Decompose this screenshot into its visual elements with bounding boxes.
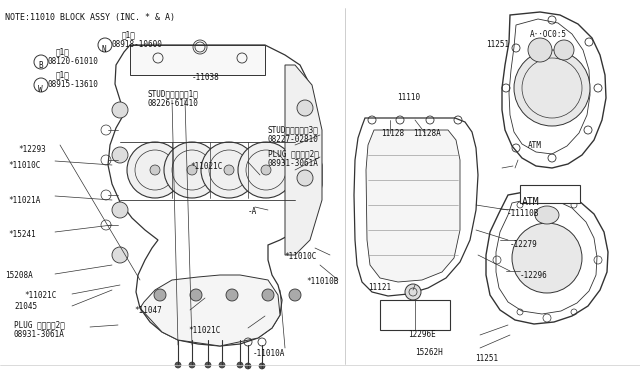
Circle shape [112,202,128,218]
Text: -12279: -12279 [510,240,538,249]
Text: PLUG プラグ（2）: PLUG プラグ（2） [14,320,65,329]
Text: B: B [38,61,43,71]
Text: 08918-10600: 08918-10600 [112,40,163,49]
Circle shape [189,362,195,368]
Text: 08120-61010: 08120-61010 [48,57,99,66]
Circle shape [261,165,271,175]
Text: 21045: 21045 [14,302,37,311]
Text: STUDスタッド（3）: STUDスタッド（3） [268,125,319,134]
Text: *15241: *15241 [8,230,36,239]
Text: ATM: ATM [528,141,542,150]
Polygon shape [140,275,280,346]
Text: -A: -A [248,207,257,216]
Text: *11021A: *11021A [8,196,40,205]
Circle shape [127,142,183,198]
Text: 11110: 11110 [397,93,420,102]
Text: W: W [38,84,43,93]
Text: *11010C: *11010C [8,161,40,170]
Circle shape [514,50,590,126]
Circle shape [512,223,582,293]
Text: （1）: （1） [56,70,70,79]
Circle shape [205,362,211,368]
Circle shape [219,362,225,368]
Text: *11021C: *11021C [190,162,222,171]
Circle shape [112,102,128,118]
Text: （1）: （1） [122,30,136,39]
Circle shape [297,100,313,116]
Text: -12296: -12296 [520,271,548,280]
Text: *12293: *12293 [18,145,45,154]
Circle shape [528,38,552,62]
Text: 15262H: 15262H [415,348,443,357]
Text: 08931-3061A: 08931-3061A [14,330,65,339]
Polygon shape [366,130,460,282]
Circle shape [262,289,274,301]
Circle shape [554,40,574,60]
Circle shape [150,165,160,175]
Text: -11010A: -11010A [253,349,285,358]
Circle shape [175,362,181,368]
Text: -11038: -11038 [192,73,220,82]
Text: -11110B: -11110B [507,209,540,218]
Polygon shape [130,45,265,75]
Text: 08931-3061A: 08931-3061A [268,159,319,168]
Circle shape [164,142,220,198]
Circle shape [187,165,197,175]
Circle shape [237,362,243,368]
Text: ATM: ATM [522,197,540,207]
Circle shape [201,142,257,198]
Circle shape [112,147,128,163]
Circle shape [259,363,265,369]
Circle shape [224,165,234,175]
Text: A··OC0:5: A··OC0:5 [530,30,567,39]
Text: N: N [102,45,107,54]
Text: *11010C: *11010C [284,252,316,261]
Text: （1）: （1） [56,47,70,56]
Circle shape [405,284,421,300]
Circle shape [112,247,128,263]
Text: 15208A: 15208A [5,271,33,280]
Text: 08915-13610: 08915-13610 [48,80,99,89]
Circle shape [238,142,294,198]
Ellipse shape [535,206,559,224]
Text: 11121: 11121 [368,283,391,292]
Circle shape [190,289,202,301]
Circle shape [297,170,313,186]
Text: STUDスタッド（1）: STUDスタッド（1） [148,89,199,98]
Text: 11128: 11128 [381,129,404,138]
Text: *11047: *11047 [134,306,162,315]
Circle shape [226,289,238,301]
Text: *11021C: *11021C [188,326,220,335]
Text: 08226-61410: 08226-61410 [148,99,199,108]
Text: *11010B: *11010B [306,277,339,286]
FancyBboxPatch shape [520,185,580,203]
Text: 11128A: 11128A [413,129,441,138]
Text: 08227-02810: 08227-02810 [268,135,319,144]
Text: *11021C: *11021C [24,291,56,300]
Text: 11251: 11251 [475,354,498,363]
Circle shape [154,289,166,301]
Text: 12296E: 12296E [408,330,436,339]
Polygon shape [285,65,322,255]
Circle shape [245,363,251,369]
Text: 11251: 11251 [486,40,509,49]
Circle shape [289,289,301,301]
Text: NOTE:11010 BLOCK ASSY (INC. * & A): NOTE:11010 BLOCK ASSY (INC. * & A) [5,13,175,22]
Text: PLUG プラグ（2）: PLUG プラグ（2） [268,149,319,158]
